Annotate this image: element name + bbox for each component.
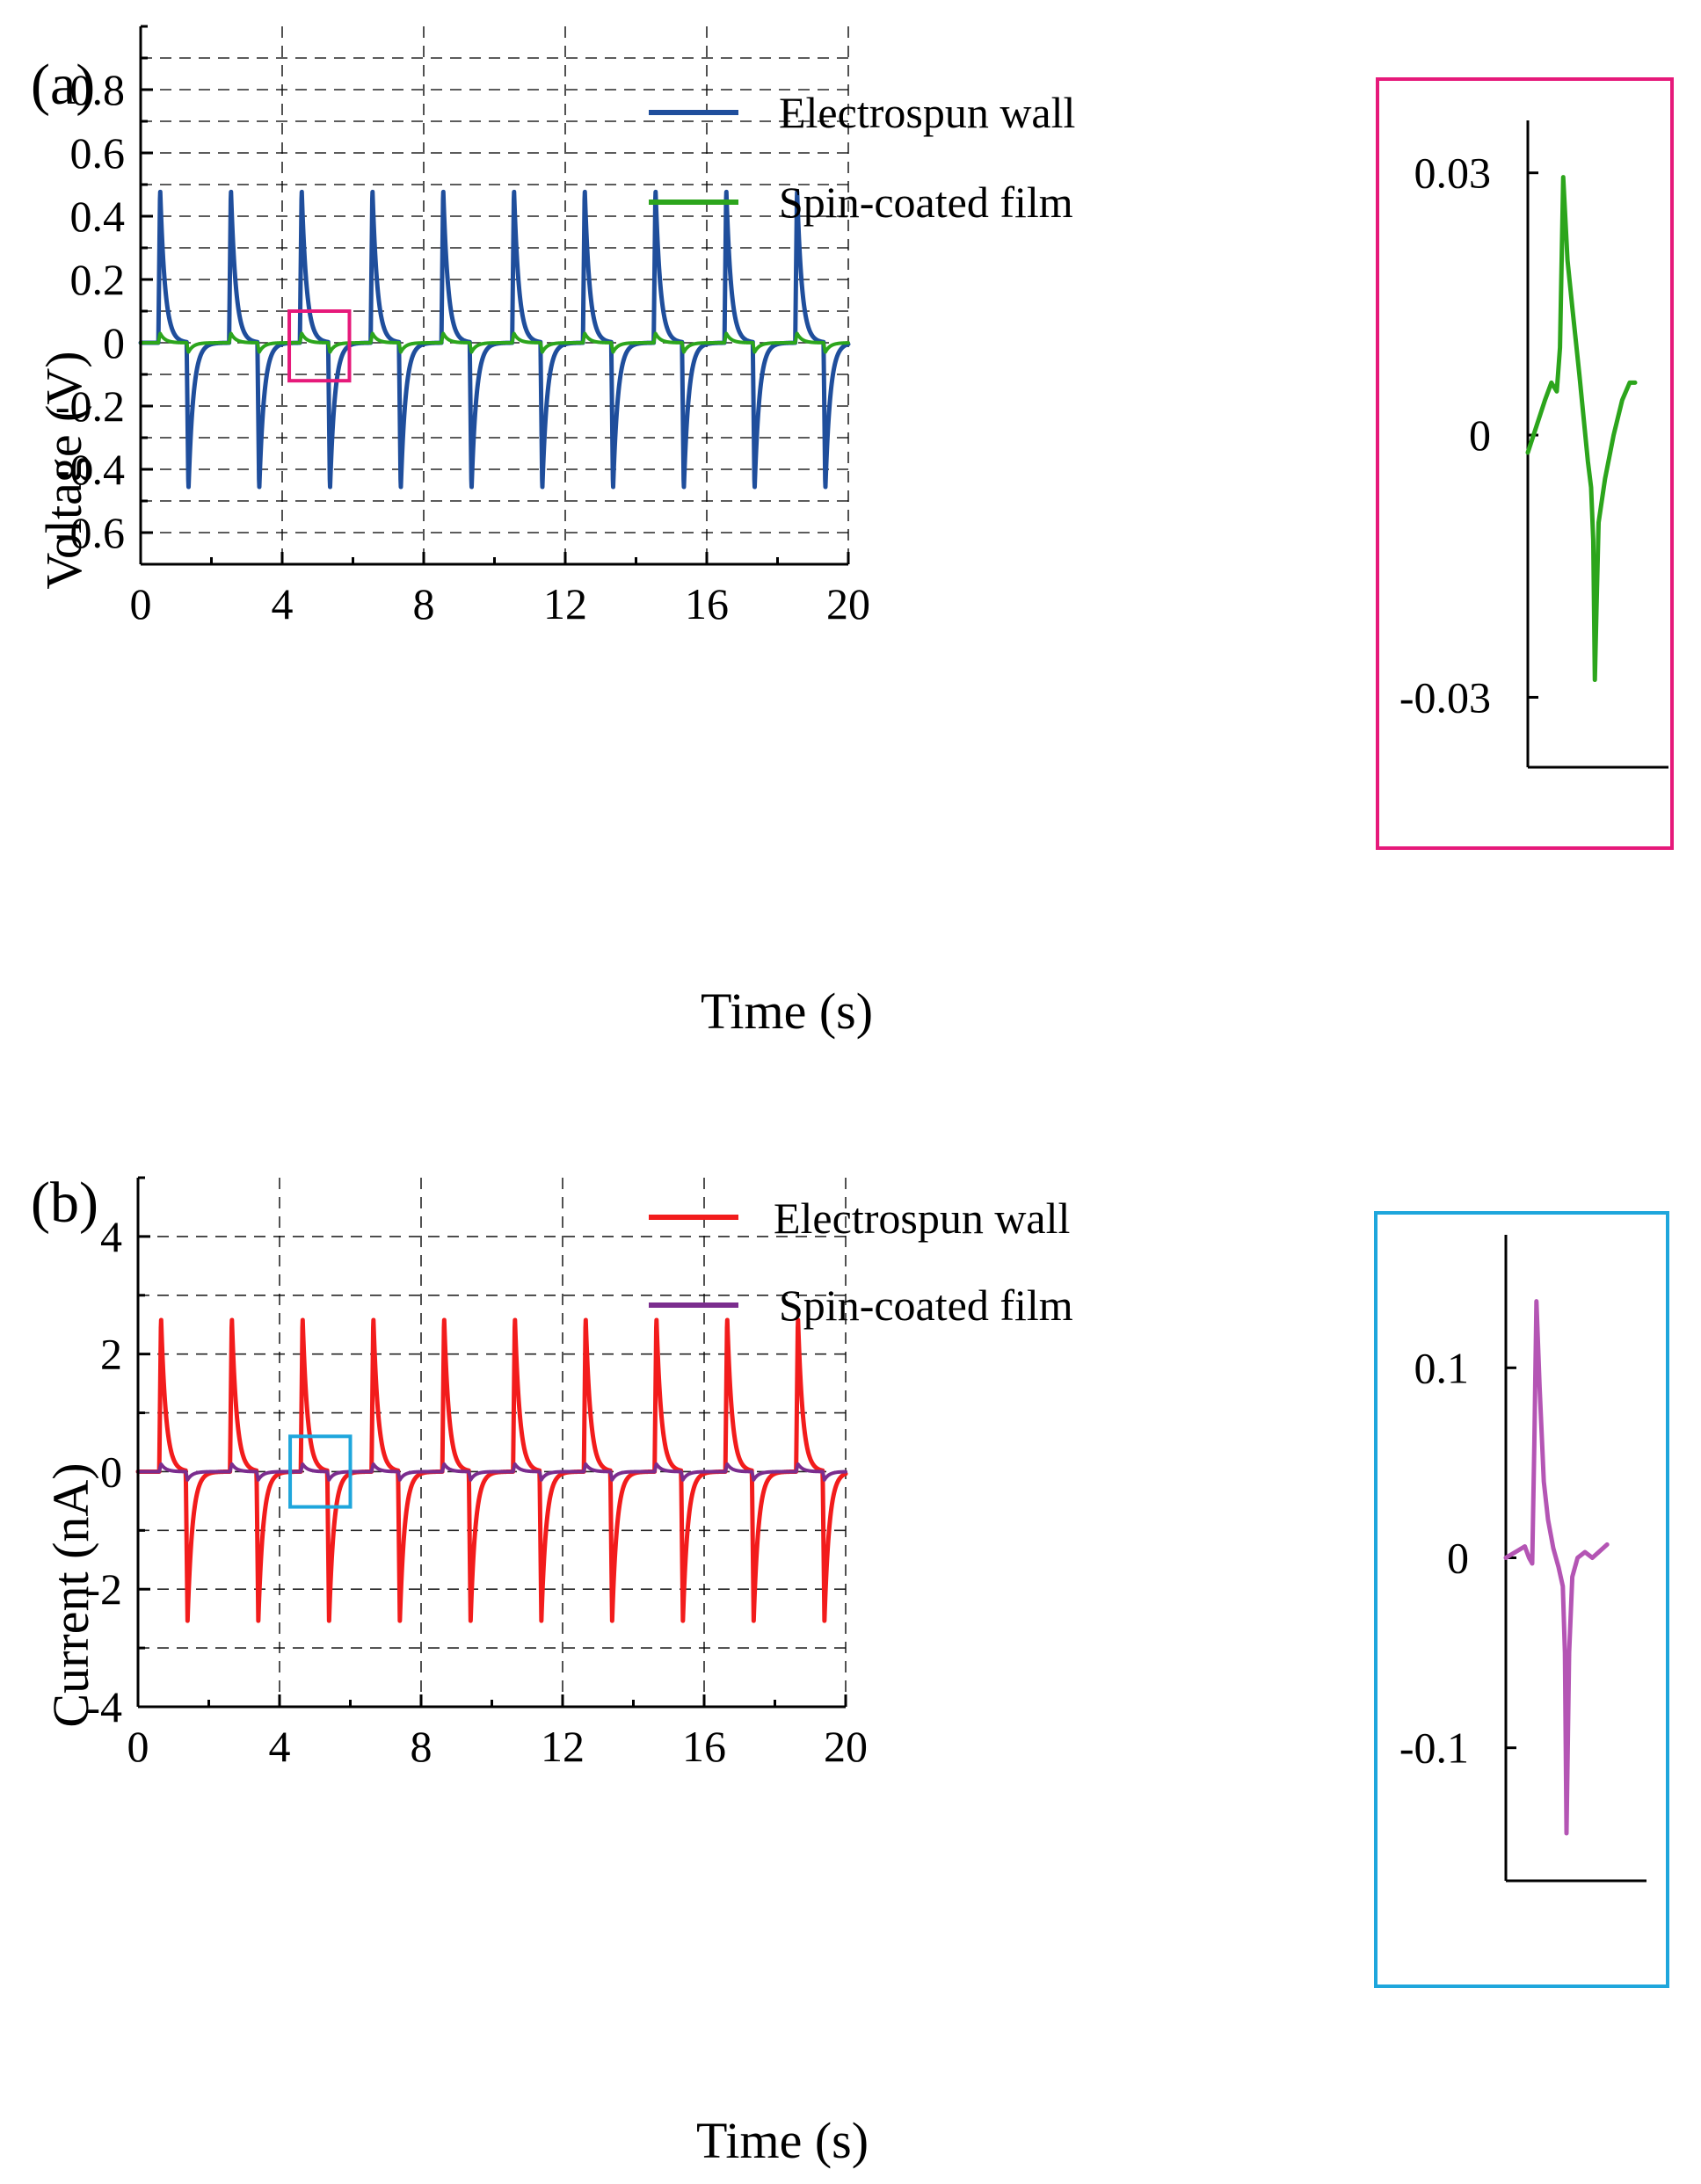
inset-y-tick-label: -0.1 <box>1399 1723 1469 1773</box>
x-tick-label: 4 <box>269 1722 291 1771</box>
x-tick-label: 12 <box>541 1722 585 1771</box>
inset-trace <box>1525 175 1638 683</box>
legend-label: Electrospun wall <box>774 1194 1070 1243</box>
legend: Electrospun wall Spin-coated film <box>649 1194 1073 1330</box>
x-tick-labels: 0 4 8 12 16 20 <box>130 579 871 628</box>
legend-label: Spin-coated film <box>779 1281 1073 1330</box>
y-tick-label: -4 <box>85 1682 122 1731</box>
panel-a: (a) -0.6-0.4-0.200.20.40.60.8 0 4 8 12 16 20 … <box>31 25 1674 1040</box>
series-line-spin-coated-film <box>136 1462 847 1482</box>
y-tick-label: 0.6 <box>70 128 126 178</box>
panel-label: (b) <box>31 1171 98 1235</box>
x-tick-label: 8 <box>411 1722 433 1771</box>
inset-y-tick-label: -0.03 <box>1399 672 1491 722</box>
series-group <box>135 1317 848 1623</box>
inset-y-tick-label: 0.1 <box>1414 1343 1470 1392</box>
y-tick-labels: -4 -2 0 2 4 <box>85 1212 122 1731</box>
x-tick-label: 0 <box>130 579 152 628</box>
series-group <box>138 189 851 490</box>
series-line-spin-coated-film <box>139 331 850 354</box>
x-tick-labels: 0 4 8 12 16 20 <box>127 1722 869 1771</box>
x-tick-label: 8 <box>413 579 435 628</box>
panel-b: (b) -4 -2 0 2 4 0 4 8 12 16 20 Time (s) Current (… <box>31 1171 1669 2169</box>
y-tick-labels: -0.6 -0.4 -0.2 0 0.2 0.4 0.6 0.8 <box>55 65 125 557</box>
x-tick-label: 20 <box>826 579 870 628</box>
inset-frame <box>1374 1211 1669 1988</box>
inset-y-tick-label: 0 <box>1469 410 1491 460</box>
ticks <box>139 25 850 566</box>
inset: -0.03 0 0.03 <box>1376 77 1674 850</box>
legend-label: Electrospun wall <box>779 88 1075 137</box>
y-tick-label: 0.2 <box>70 255 126 304</box>
legend: Electrospun wall Spin-coated film <box>649 88 1075 227</box>
zoom-box <box>288 1434 353 1509</box>
x-tick-label: 12 <box>543 579 587 628</box>
inset-trace <box>1503 1299 1610 1836</box>
y-tick-label: -0.2 <box>55 381 125 431</box>
series-line-electrospun-wall <box>138 189 851 490</box>
x-tick-label: 20 <box>824 1722 868 1771</box>
inset-tick-labels: -0.03 0 0.03 <box>1399 149 1491 722</box>
inset-tick-labels: -0.1 0 0.1 <box>1399 1343 1469 1772</box>
y-axis-title: Current (nA) <box>42 1462 99 1727</box>
x-tick-label: 4 <box>272 579 294 628</box>
y-tick-label: 4 <box>100 1212 122 1261</box>
x-axis-title: Time (s) <box>701 983 873 1040</box>
x-tick-label: 16 <box>682 1722 726 1771</box>
y-tick-label: 0 <box>103 318 125 367</box>
y-axis-title: Voltage (V) <box>35 351 92 589</box>
y-tick-label: -0.4 <box>55 445 125 494</box>
y-tick-label: -0.6 <box>55 508 125 557</box>
y-tick-label: -2 <box>85 1564 122 1614</box>
axes <box>136 1178 846 1709</box>
x-tick-label: 16 <box>685 579 729 628</box>
inset-y-tick-label: 0.03 <box>1414 149 1492 198</box>
y-tick-label: 2 <box>100 1330 122 1379</box>
x-axis-title: Time (s) <box>696 2112 869 2169</box>
inset: -0.1 0 0.1 <box>1374 1211 1669 1988</box>
panel-label: (a) <box>31 53 95 117</box>
grid <box>138 1178 847 1707</box>
y-tick-label: 0.4 <box>70 192 126 241</box>
grid <box>141 26 849 564</box>
y-tick-label: 0 <box>100 1447 122 1496</box>
axes <box>139 26 848 566</box>
inset-y-tick-label: 0 <box>1447 1534 1469 1583</box>
inset-frame <box>1376 77 1674 850</box>
ticks <box>136 1176 847 1709</box>
y-tick-label: 0.8 <box>70 65 126 114</box>
zoom-box <box>287 309 352 383</box>
legend-label: Spin-coated film <box>779 178 1073 227</box>
x-tick-label: 0 <box>127 1722 149 1771</box>
